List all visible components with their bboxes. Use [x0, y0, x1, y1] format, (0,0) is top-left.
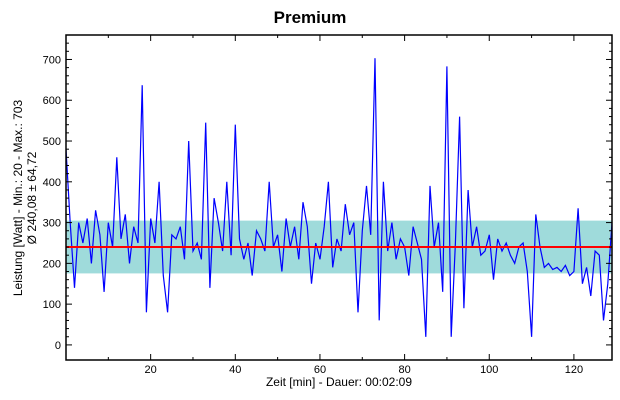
plot-frame [65, 34, 613, 361]
x-tick-label: 20 [145, 364, 157, 376]
y-tick-label: 300 [43, 218, 61, 230]
x-tick-label: 60 [314, 364, 326, 376]
x-tick-label: 100 [480, 364, 498, 376]
power-series-line [66, 58, 612, 337]
x-tick-label: 120 [565, 364, 583, 376]
y-tick-label: 700 [43, 54, 61, 66]
x-tick-label: 40 [229, 364, 241, 376]
y-tick-label: 100 [43, 299, 61, 311]
y-tick-label: 600 [43, 95, 61, 107]
chart-title: Premium [273, 8, 347, 27]
x-axis-label: Zeit [min] - Dauer: 00:02:09 [265, 375, 413, 389]
y-tick-label: 400 [43, 177, 61, 189]
y-tick-label: 0 [55, 340, 61, 352]
x-tick-label: 80 [398, 364, 410, 376]
y-tick-label: 500 [43, 136, 61, 148]
y-tick-label: 200 [43, 258, 61, 270]
